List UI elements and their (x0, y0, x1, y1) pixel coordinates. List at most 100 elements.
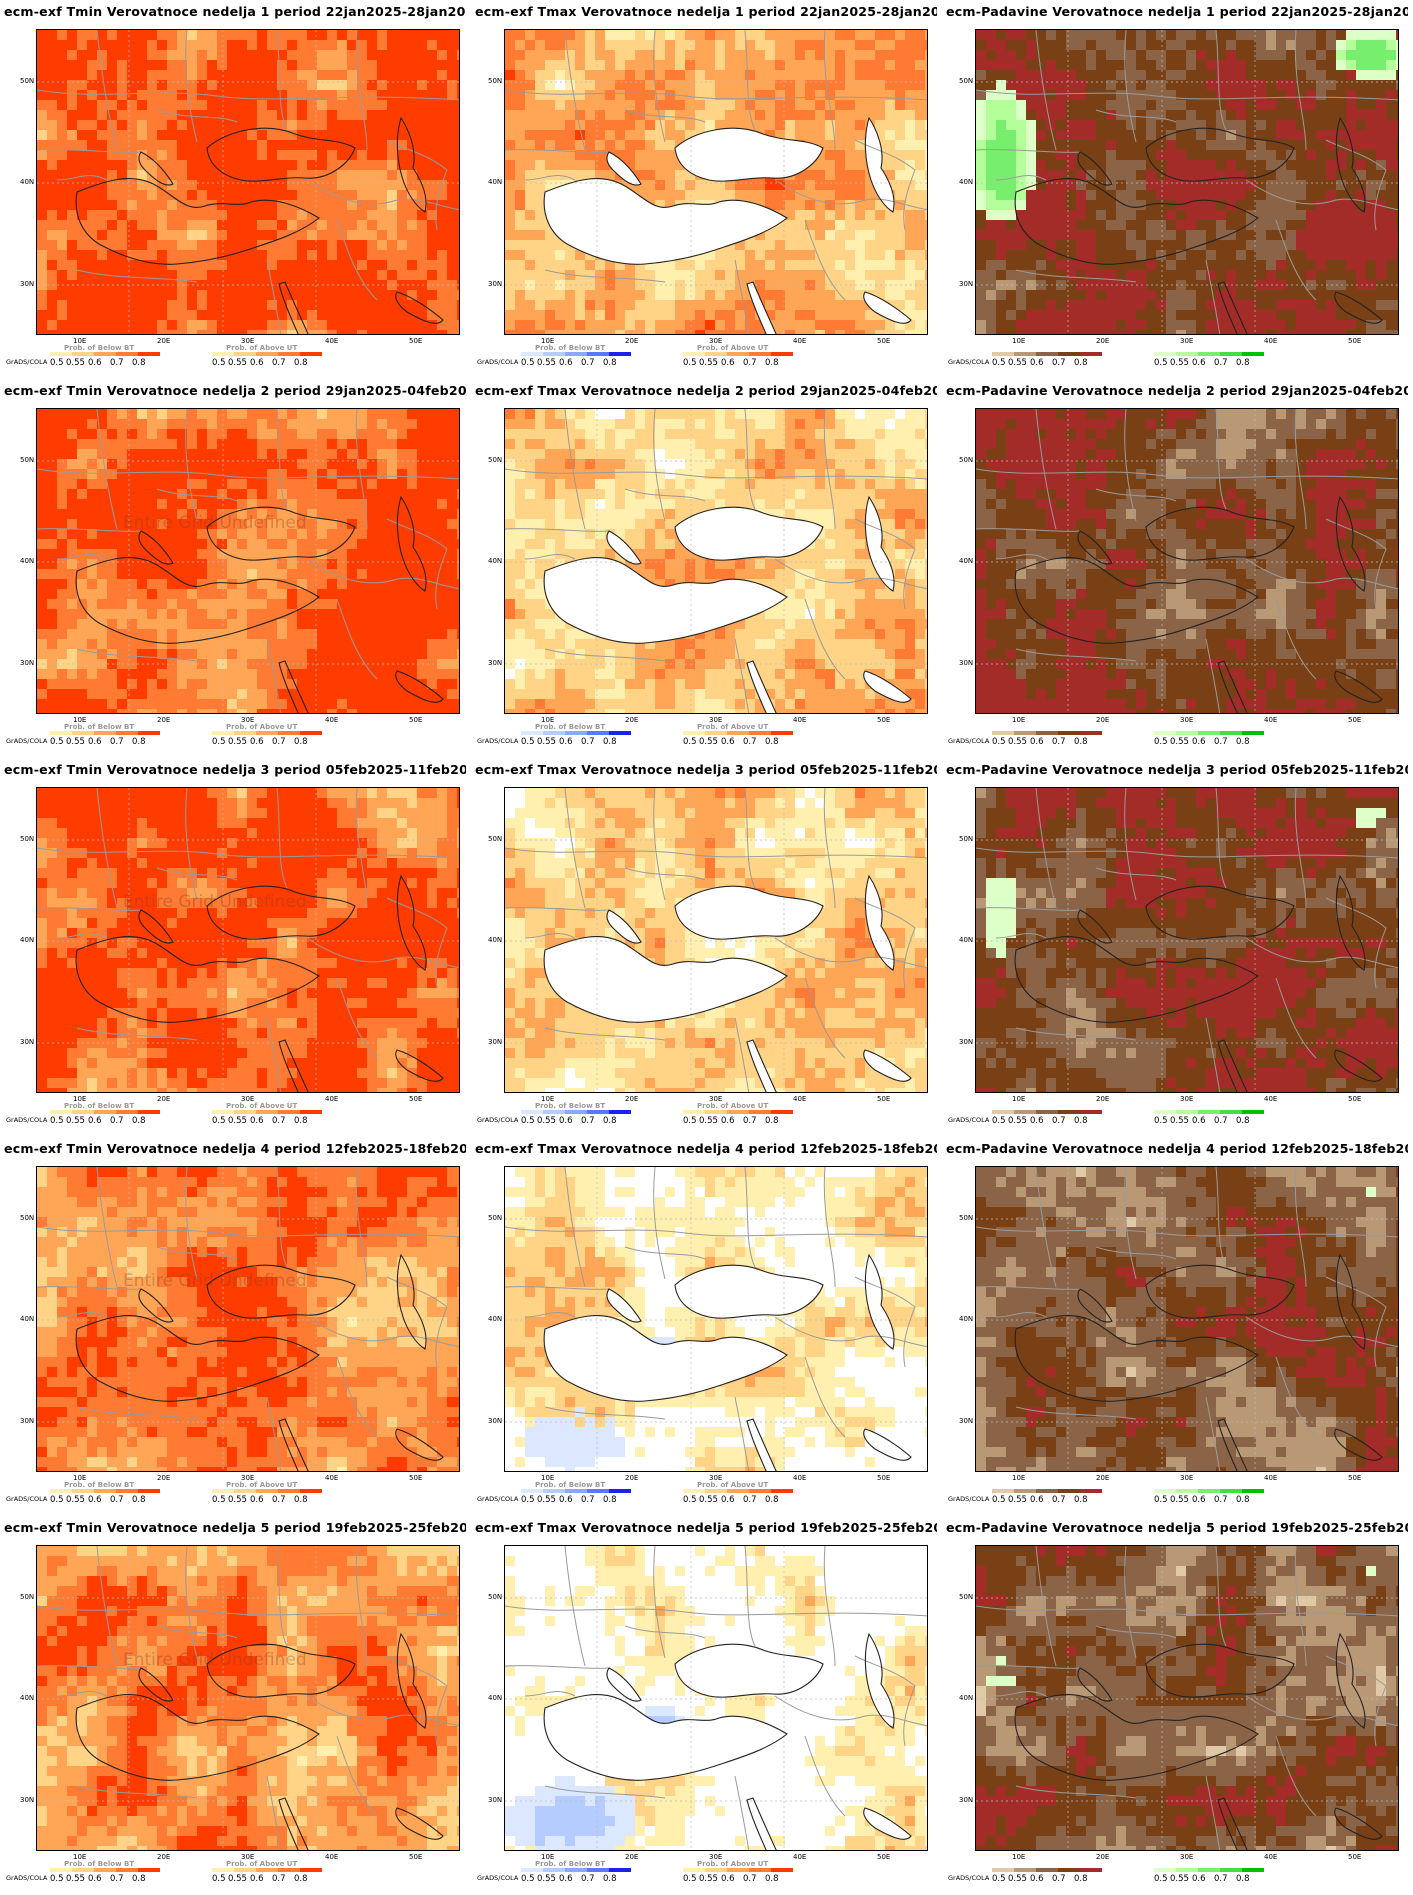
field-cell (795, 200, 805, 210)
field-cell (535, 310, 545, 320)
field-cell (535, 330, 545, 334)
field-cell (605, 170, 615, 180)
field-cell (177, 50, 187, 60)
field-cell (67, 519, 77, 529)
field-cell (1246, 310, 1256, 320)
field-cell (87, 439, 97, 449)
field-cell (1336, 50, 1346, 60)
field-cell (615, 290, 625, 300)
field-cell (137, 539, 147, 549)
field-cell (327, 220, 337, 230)
field-cell (1326, 180, 1336, 190)
field-cell (976, 100, 986, 110)
field-cell (1346, 40, 1356, 50)
field-cell (447, 90, 457, 100)
field-cell (137, 70, 147, 80)
field-cell (1046, 290, 1056, 300)
field-cell (925, 110, 927, 120)
field-cell (895, 30, 905, 40)
field-cell (1306, 110, 1316, 120)
field-cell (815, 100, 825, 110)
field-cell (615, 270, 625, 280)
field-cell (337, 459, 347, 469)
field-cell (187, 330, 197, 334)
field-cell (775, 250, 785, 260)
field-cell (1116, 40, 1126, 50)
field-cell (1116, 100, 1126, 110)
field-cell (815, 40, 825, 50)
field-cell (217, 260, 227, 270)
field-cell (367, 140, 377, 150)
field-cell (695, 290, 705, 300)
field-cell (1286, 50, 1296, 60)
field-cell (377, 270, 387, 280)
field-cell (515, 130, 525, 140)
field-cell (585, 160, 595, 170)
field-cell (1386, 50, 1396, 60)
field-cell (297, 409, 307, 419)
field-cell (1396, 190, 1398, 200)
field-cell (307, 180, 317, 190)
field-cell (137, 250, 147, 260)
field-cell (247, 290, 257, 300)
field-cell (895, 140, 905, 150)
field-cell (705, 80, 715, 90)
country-border (854, 139, 916, 231)
field-cell (107, 439, 117, 449)
field-cell (915, 290, 925, 300)
field-cell (237, 260, 247, 270)
field-cell (1156, 320, 1166, 330)
field-cell (317, 90, 327, 100)
field-cell (207, 250, 217, 260)
field-cell (1186, 50, 1196, 60)
field-cell (595, 290, 605, 300)
field-cell (595, 60, 605, 70)
field-cell (1226, 90, 1236, 100)
legend-tick-label: 0.5 (683, 358, 697, 368)
field-cell (855, 80, 865, 90)
field-cell (1226, 220, 1236, 230)
field-cell (555, 330, 565, 334)
field-cell (645, 150, 655, 160)
field-cell (407, 559, 417, 569)
field-cell (535, 110, 545, 120)
field-cell (1126, 130, 1136, 140)
field-cell (37, 529, 47, 539)
field-cell (1086, 300, 1096, 310)
field-cell (167, 90, 177, 100)
field-cell (1186, 140, 1196, 150)
field-cell (585, 40, 595, 50)
field-cell (177, 270, 187, 280)
field-cell (895, 250, 905, 260)
field-cell (665, 170, 675, 180)
field-cell (177, 310, 187, 320)
field-cell (157, 419, 167, 429)
field-cell (227, 469, 237, 479)
field-cell (67, 409, 77, 419)
field-cell (367, 250, 377, 260)
field-cell (825, 50, 835, 60)
field-cell (367, 559, 377, 569)
field-cell (855, 190, 865, 200)
field-cell (177, 230, 187, 240)
field-cell (976, 40, 986, 50)
field-cell (1056, 220, 1066, 230)
field-cell (417, 90, 427, 100)
field-cell (1326, 270, 1336, 280)
field-cell (317, 449, 327, 459)
field-cell (397, 459, 407, 469)
legend-swatch (50, 352, 72, 356)
field-cell (1116, 90, 1126, 100)
field-cell (1056, 240, 1066, 250)
field-cell (377, 330, 387, 334)
field-cell (297, 60, 307, 70)
field-cell (925, 60, 927, 70)
field-cell (1356, 240, 1366, 250)
field-cell (337, 509, 347, 519)
field-cell (1336, 30, 1346, 40)
field-cell (297, 290, 307, 300)
field-cell (655, 50, 665, 60)
field-cell (715, 50, 725, 60)
field-cell (397, 50, 407, 60)
field-cell (505, 210, 515, 220)
